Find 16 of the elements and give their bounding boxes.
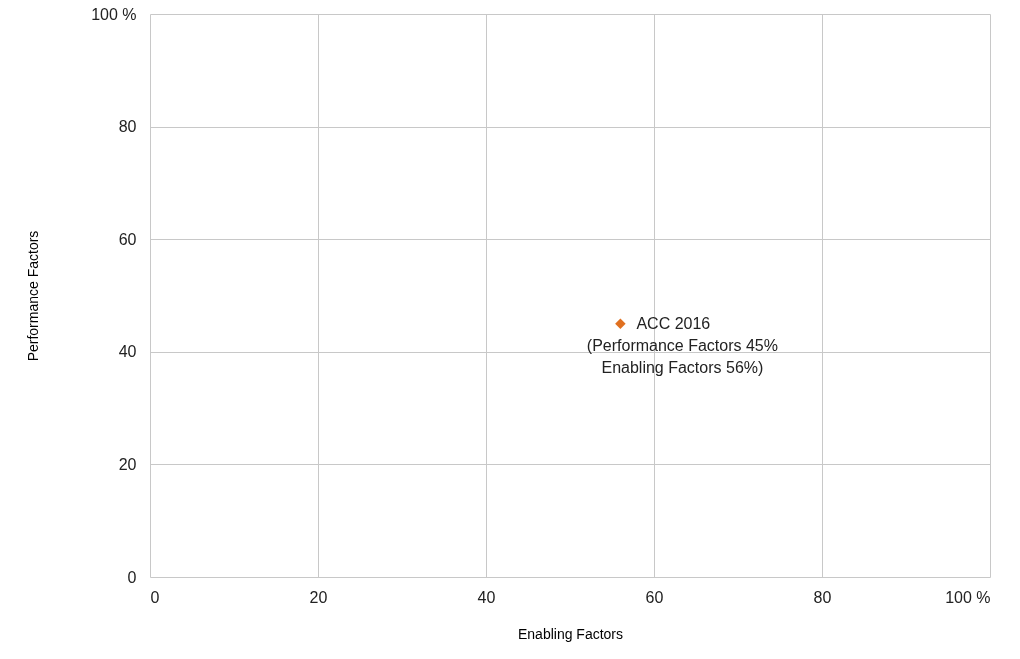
annotation: (Performance Factors 45% Enabling Factors 56%): [586, 336, 778, 376]
x-axis-title: Enabling Factors: [517, 625, 624, 642]
x-tick-label: 0: [150, 588, 160, 606]
x-tick-label: 100 %: [945, 588, 991, 606]
x-tick-label: 80: [813, 588, 832, 606]
y-tick-label: 80: [118, 118, 137, 136]
y-tick-label: 100 %: [91, 5, 137, 23]
y-tick-label: 60: [118, 230, 137, 248]
y-tick-label: 20: [118, 455, 137, 473]
x-tick-label: 20: [309, 588, 328, 606]
x-tick-label: 60: [645, 588, 664, 606]
series-label: ACC 2016: [636, 314, 711, 332]
y-tick-label: 40: [118, 343, 137, 361]
y-tick-label: 0: [127, 568, 137, 586]
x-tick-label: 40: [477, 588, 496, 606]
y-axis-title: Performance Factors: [25, 230, 42, 362]
